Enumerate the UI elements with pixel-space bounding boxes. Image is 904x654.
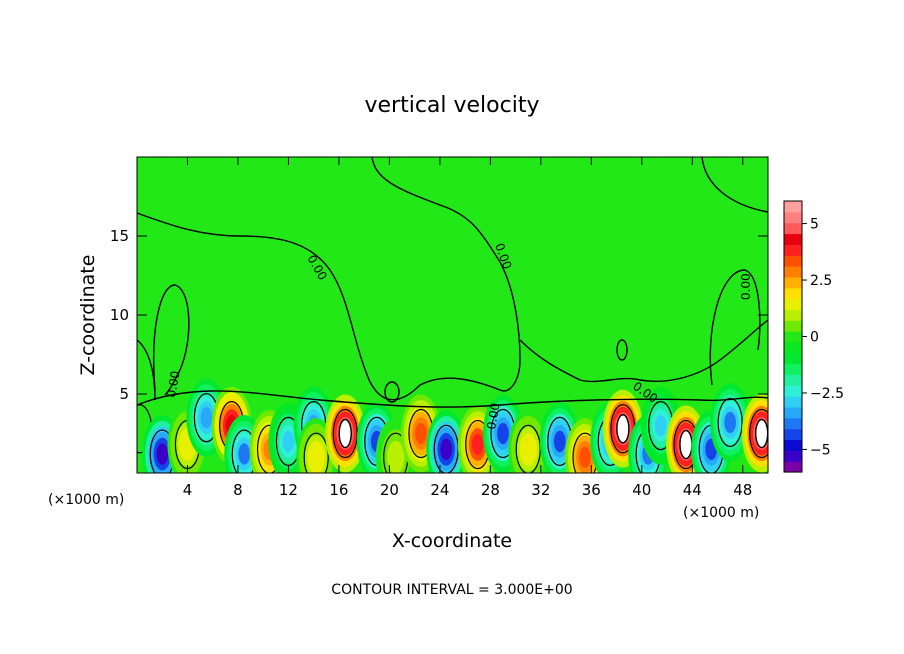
colorbar-swatch bbox=[784, 363, 802, 376]
field-cell bbox=[579, 446, 591, 468]
contour-line bbox=[137, 339, 156, 401]
y-tick-label: 15 bbox=[110, 227, 129, 245]
colorbar-tick-label: 2.5 bbox=[810, 273, 832, 289]
colorbar-swatch bbox=[784, 406, 802, 419]
y-axis: 5 10 15 bbox=[110, 227, 768, 403]
field-cell-peak bbox=[754, 418, 768, 449]
colorbar-swatch bbox=[784, 320, 802, 332]
colorbar-swatch bbox=[784, 255, 802, 267]
field-cell bbox=[310, 446, 323, 468]
y-tick-label: 5 bbox=[119, 385, 129, 403]
x-tick-label: 32 bbox=[531, 481, 550, 499]
field-cell bbox=[156, 443, 169, 465]
x-tick-label: 16 bbox=[329, 481, 348, 499]
colorbar-swatch bbox=[784, 276, 802, 289]
colorbar-tick-label: −5 bbox=[810, 442, 831, 458]
x-tick-label: 40 bbox=[632, 481, 651, 499]
contour-line bbox=[153, 284, 190, 396]
colorbar-swatch bbox=[784, 385, 802, 397]
x-tick-label: 12 bbox=[279, 481, 298, 499]
x-axis: 4 8 12 16 20 24 28 32 36 40 44 48 bbox=[183, 157, 752, 499]
cell-contour bbox=[749, 408, 768, 459]
chart-title: vertical velocity bbox=[364, 93, 539, 118]
colorbar-tick-label: 5 bbox=[810, 217, 819, 233]
contour-line bbox=[519, 319, 768, 383]
contour-label: 0.00 bbox=[739, 273, 753, 300]
field-cell bbox=[137, 418, 146, 440]
colorbar-tick-label: 0 bbox=[810, 330, 819, 346]
field-cell-peak bbox=[616, 414, 630, 444]
colorbar-swatch bbox=[784, 201, 802, 213]
field-cell bbox=[440, 438, 453, 460]
contour-label: 0.00 bbox=[164, 370, 182, 399]
contour-loop bbox=[616, 339, 628, 361]
colorbar-swatch bbox=[784, 331, 802, 343]
colorbar-swatch bbox=[784, 222, 802, 235]
field-cell-peak bbox=[679, 429, 693, 460]
field-cell bbox=[200, 407, 213, 429]
field-cell bbox=[654, 414, 667, 437]
field-cell bbox=[282, 430, 295, 453]
field-cell bbox=[389, 446, 402, 468]
field-cell bbox=[471, 433, 484, 456]
colorbar-swatch bbox=[784, 439, 802, 451]
y-axis-label: Z-coordinate bbox=[77, 255, 99, 376]
colorbar-swatch bbox=[784, 461, 802, 473]
x-tick-label: 20 bbox=[380, 481, 399, 499]
colorbar-swatch bbox=[784, 396, 802, 408]
x-tick-label: 44 bbox=[683, 481, 702, 499]
cell-contour bbox=[303, 432, 329, 473]
contour-line bbox=[709, 269, 761, 386]
x-tick-label: 4 bbox=[183, 481, 193, 499]
x-tick-label: 24 bbox=[430, 481, 449, 499]
contour-interval-note: CONTOUR INTERVAL = 3.000E+00 bbox=[331, 582, 572, 598]
colorbar-swatch bbox=[784, 352, 802, 365]
colorbar-swatch bbox=[784, 287, 802, 300]
field-cell bbox=[522, 438, 535, 460]
y-tick-label: 10 bbox=[110, 306, 129, 324]
x-tick-label: 36 bbox=[582, 481, 601, 499]
colorbar-swatch bbox=[784, 341, 802, 354]
contour-line bbox=[137, 157, 521, 401]
colorbar-swatch bbox=[784, 244, 802, 256]
field-cell bbox=[238, 443, 251, 465]
contour-label: 0.00 bbox=[484, 402, 502, 431]
colorbar: 5 2.5 0 −2.5 −5 bbox=[783, 200, 844, 473]
colorbar-swatch bbox=[784, 298, 802, 310]
x-tick-label: 8 bbox=[233, 481, 243, 499]
x-tick-label: 48 bbox=[733, 481, 752, 499]
field-cell bbox=[497, 422, 509, 445]
field-cell bbox=[724, 411, 736, 434]
colorbar-swatch bbox=[784, 309, 802, 321]
x-unit-left: (×1000 m) bbox=[48, 492, 124, 508]
colorbar-swatch bbox=[784, 428, 802, 441]
contour-loop bbox=[384, 381, 400, 403]
colorbar-swatch bbox=[784, 374, 802, 386]
cell-contour bbox=[717, 397, 743, 448]
x-tick-label: 28 bbox=[481, 481, 500, 499]
field-cell bbox=[553, 430, 566, 453]
contour-line bbox=[137, 390, 768, 408]
colorbar-swatch bbox=[784, 233, 802, 245]
field-cell-peak bbox=[338, 418, 352, 449]
colorbar-tick-label: −2.5 bbox=[810, 386, 844, 402]
colorbar-swatch bbox=[784, 211, 802, 224]
colorbar-swatch bbox=[784, 450, 802, 462]
x-axis-label: X-coordinate bbox=[392, 530, 512, 552]
velocity-field bbox=[137, 378, 768, 473]
field-cell bbox=[415, 422, 427, 445]
colorbar-swatch bbox=[784, 417, 802, 430]
colorbar-swatch bbox=[784, 266, 802, 278]
plot-area: 0.00 0.00 0.00 0.00 0.00 0.00 bbox=[136, 156, 769, 474]
x-unit-right: (×1000 m) bbox=[683, 505, 759, 521]
contour-line bbox=[701, 157, 768, 213]
zero-contours bbox=[137, 157, 768, 408]
